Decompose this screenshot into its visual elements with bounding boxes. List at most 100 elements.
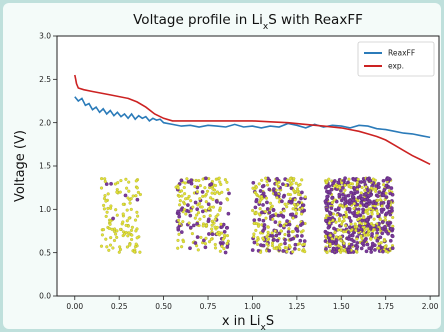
s-atom: [356, 218, 360, 222]
s-atom: [342, 219, 346, 223]
li-atom: [280, 199, 284, 204]
s-atom: [366, 227, 370, 231]
s-atom: [127, 231, 131, 235]
s-atom: [251, 208, 255, 213]
li-atom: [195, 221, 199, 226]
li-atom: [300, 221, 305, 226]
li-atom: [289, 186, 294, 191]
s-atom: [213, 246, 218, 250]
li-atom: [368, 224, 372, 229]
s-atom: [300, 206, 304, 210]
li-atom: [349, 237, 354, 242]
li-atom: [325, 194, 329, 199]
li-atom: [377, 185, 381, 190]
s-atom: [283, 232, 287, 237]
s-atom: [285, 250, 289, 254]
li-atom: [278, 223, 283, 228]
s-atom: [270, 231, 274, 235]
s-atom: [130, 237, 134, 242]
li-atom: [334, 249, 339, 254]
li-atom: [281, 214, 286, 219]
s-atom: [259, 195, 264, 199]
s-atom: [347, 177, 351, 181]
s-atom: [256, 224, 261, 228]
s-atom: [104, 214, 108, 218]
s-atom: [382, 183, 386, 187]
x-tick-label: 1.25: [289, 302, 306, 311]
s-atom: [339, 239, 343, 243]
s-atom: [371, 177, 375, 181]
li-atom: [367, 193, 372, 198]
s-atom: [291, 207, 295, 211]
s-atom: [328, 242, 332, 246]
s-atom: [201, 224, 205, 228]
s-atom: [225, 234, 230, 238]
s-atom: [257, 182, 261, 186]
li-atom: [218, 201, 223, 206]
s-atom: [303, 195, 307, 199]
s-atom: [355, 225, 359, 229]
x-tick-label: 1.50: [333, 302, 350, 311]
s-atom: [353, 222, 357, 226]
s-atom: [220, 231, 224, 235]
li-atom: [360, 218, 365, 223]
s-atom: [136, 190, 140, 194]
x-axis-label: x in LixS: [222, 314, 274, 332]
li-atom: [390, 208, 394, 213]
s-atom: [226, 188, 230, 192]
y-tick-label: 0.5: [39, 248, 51, 257]
li-atom: [368, 214, 373, 219]
li-atom: [382, 187, 387, 192]
li-atom: [341, 196, 346, 201]
li-atom: [179, 178, 184, 183]
li-atom: [380, 231, 385, 236]
s-atom: [254, 185, 259, 189]
s-atom: [219, 222, 223, 226]
series-line-reaxff: [74, 96, 431, 139]
s-atom: [177, 218, 181, 222]
s-atom: [115, 190, 119, 194]
s-atom: [300, 212, 304, 216]
li-atom: [283, 237, 287, 242]
s-atom: [182, 185, 186, 190]
s-atom: [291, 229, 295, 234]
legend-entry: ReaxFF: [388, 49, 415, 58]
s-atom: [181, 240, 186, 244]
s-atom: [187, 221, 191, 225]
li-atom: [302, 239, 307, 243]
s-atom: [127, 180, 131, 184]
li-atom: [207, 232, 211, 236]
li-atom: [223, 250, 228, 255]
s-atom: [300, 178, 304, 182]
s-atom: [128, 198, 132, 202]
s-atom: [138, 192, 142, 197]
li-atom: [281, 249, 286, 253]
s-atom: [344, 210, 348, 214]
s-atom: [196, 248, 200, 252]
s-atom: [375, 233, 379, 238]
y-tick-label: 0.0: [39, 292, 51, 301]
chart-title: Voltage profile in LixS with ReaxFF: [133, 12, 363, 32]
s-atom: [135, 210, 139, 214]
s-atom: [119, 179, 123, 183]
s-atom: [290, 182, 294, 186]
li-atom: [188, 213, 193, 218]
li-atom: [357, 184, 362, 188]
s-atom: [270, 244, 275, 248]
li-atom: [374, 201, 378, 206]
s-atom: [367, 207, 371, 211]
li-atom: [383, 224, 387, 229]
s-atom: [204, 192, 208, 196]
s-atom: [107, 248, 111, 252]
s-atom: [303, 250, 307, 254]
s-atom: [189, 209, 193, 213]
s-atom: [294, 208, 298, 212]
s-atom: [193, 185, 197, 189]
li-atom: [206, 202, 211, 207]
li-atom: [367, 246, 372, 251]
s-atom: [362, 216, 366, 220]
s-atom: [178, 222, 182, 226]
s-atom: [271, 217, 275, 221]
s-atom: [103, 179, 107, 184]
li-atom: [286, 230, 291, 234]
